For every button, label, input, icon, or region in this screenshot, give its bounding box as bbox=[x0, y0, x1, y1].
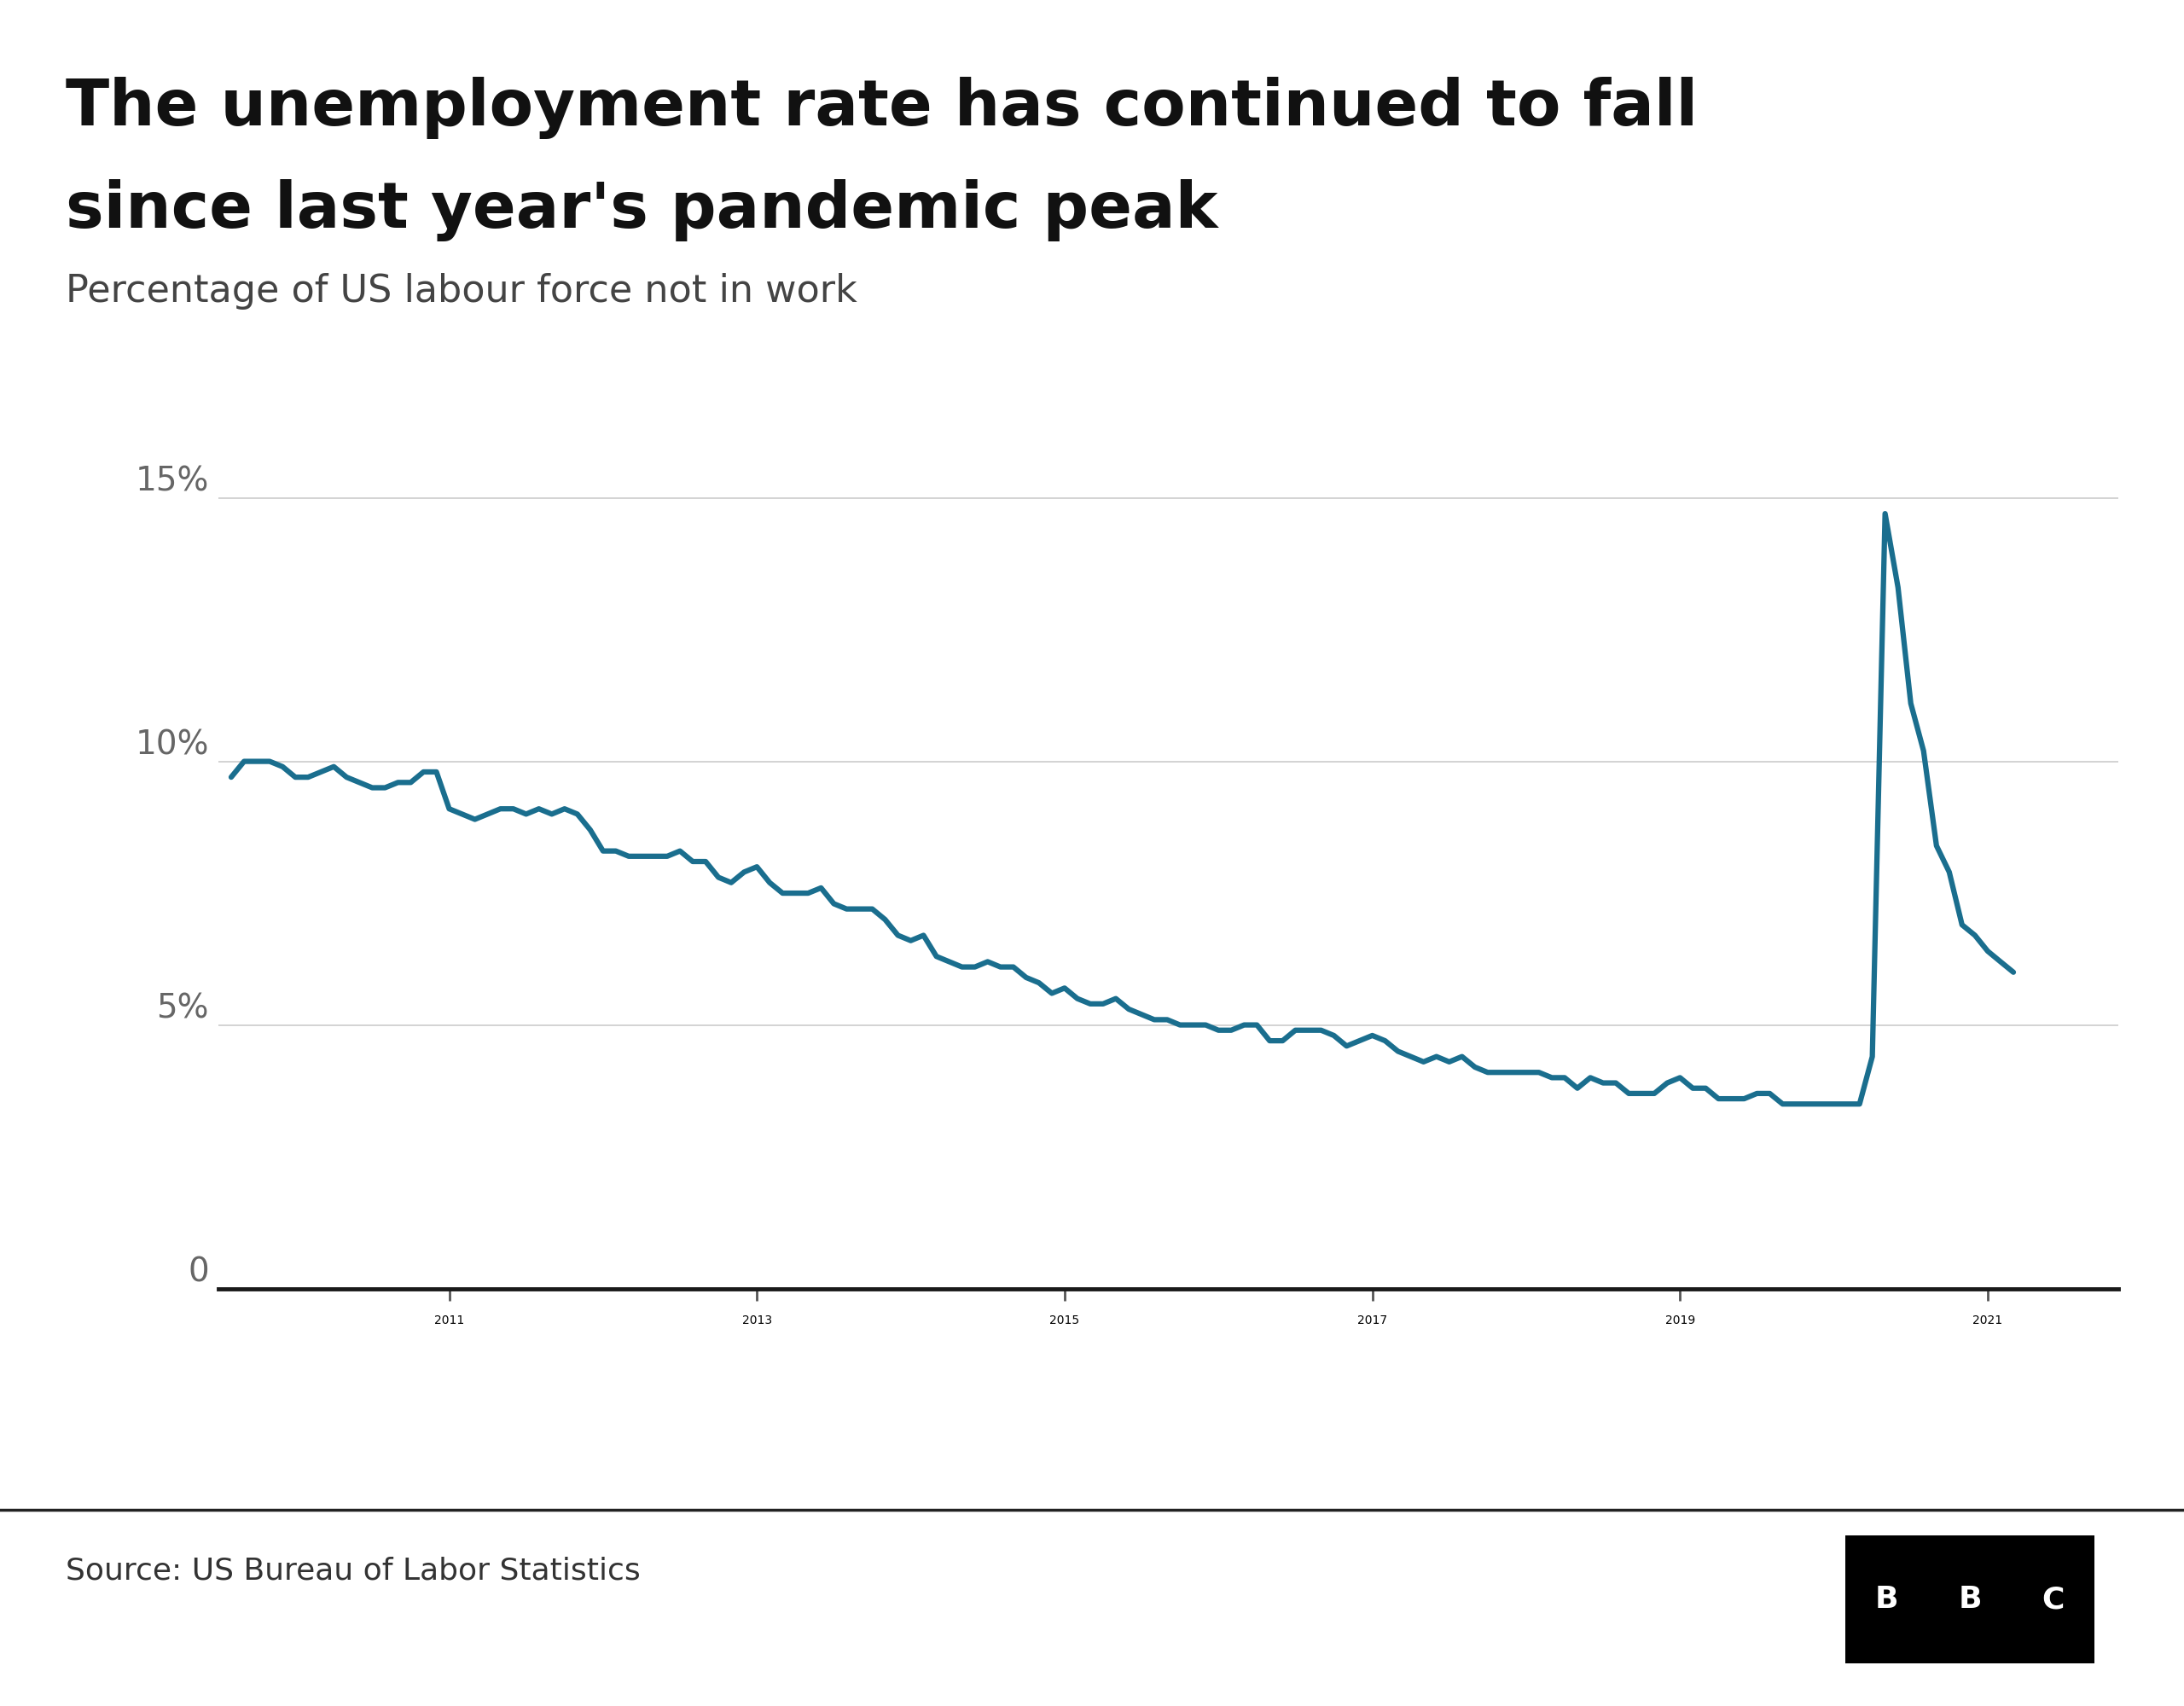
Text: B: B bbox=[1876, 1585, 1898, 1614]
Text: Percentage of US labour force not in work: Percentage of US labour force not in wor… bbox=[66, 273, 856, 310]
Bar bbox=[2011, 1535, 2094, 1663]
Text: B: B bbox=[1959, 1585, 1981, 1614]
Text: Source: US Bureau of Labor Statistics: Source: US Bureau of Labor Statistics bbox=[66, 1556, 640, 1585]
Text: since last year's pandemic peak: since last year's pandemic peak bbox=[66, 179, 1219, 241]
Text: C: C bbox=[2042, 1585, 2064, 1614]
Text: The unemployment rate has continued to fall: The unemployment rate has continued to f… bbox=[66, 77, 1697, 140]
Bar bbox=[1845, 1535, 1928, 1663]
Bar bbox=[1928, 1535, 2011, 1663]
